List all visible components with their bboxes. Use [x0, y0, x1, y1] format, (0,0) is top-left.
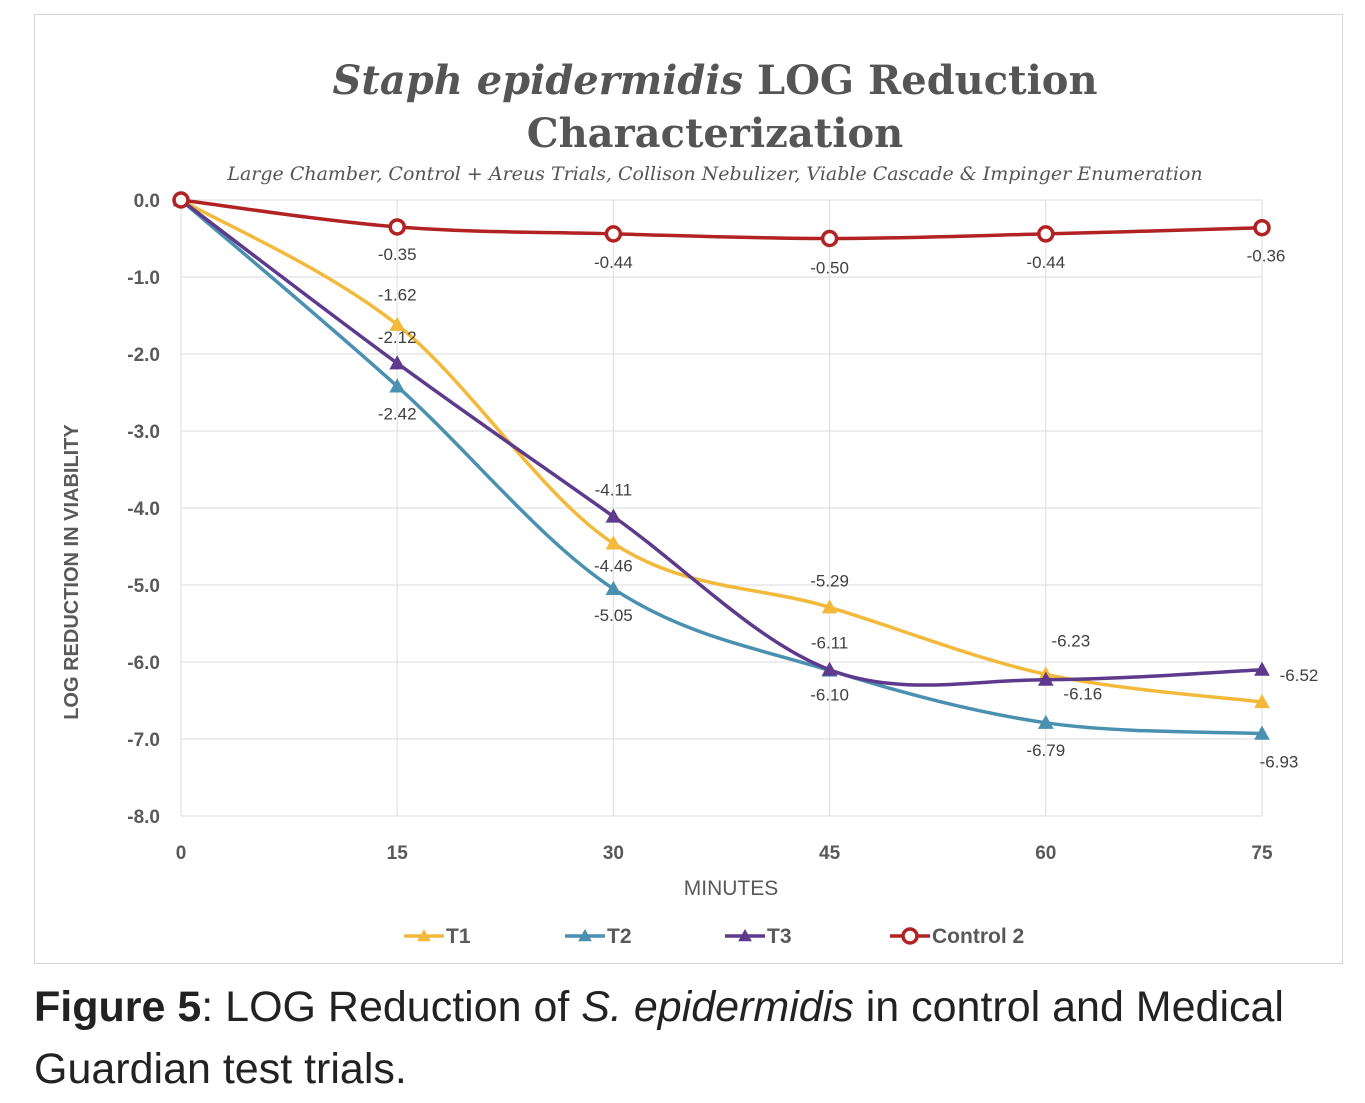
data-label: -4.46	[594, 556, 633, 575]
x-axis-title: MINUTES	[684, 877, 779, 900]
x-tick-label: 15	[387, 843, 409, 864]
legend-marker	[901, 927, 919, 945]
data-point	[389, 378, 406, 393]
legend-item-t2: T2	[565, 925, 632, 948]
series-t2	[173, 191, 1270, 740]
chart-plot: Staph epidermidis LOG Reduction Characte…	[61, 57, 1319, 948]
x-tick-label: 0	[176, 843, 187, 864]
y-tick-label: -7.0	[127, 730, 160, 751]
x-tick-label: 75	[1251, 843, 1273, 864]
data-label: -0.36	[1247, 247, 1286, 266]
legend: T1 T2 T3 Control 2	[404, 925, 1024, 948]
series-line-t1	[179, 198, 1264, 704]
legend-item-control-2: Control 2	[890, 925, 1024, 948]
data-point	[1254, 694, 1270, 709]
data-point	[389, 316, 406, 331]
data-point	[1254, 725, 1270, 740]
y-tick-label: -5.0	[127, 576, 160, 597]
series-layer	[172, 191, 1271, 740]
chart-title-italic: Staph epidermidis	[332, 57, 743, 104]
data-label: -6.93	[1260, 753, 1299, 772]
data-point	[605, 580, 622, 595]
data-point	[1254, 661, 1270, 676]
legend-item-t1: T1	[404, 925, 471, 948]
data-point	[604, 225, 623, 243]
data-point	[821, 599, 838, 614]
series-control-2	[172, 191, 1271, 248]
data-point	[389, 355, 406, 370]
legend-label: Control 2	[932, 925, 1024, 948]
series-line-t2	[179, 198, 1264, 736]
data-point	[1037, 671, 1054, 686]
legend-item-t3: T3	[725, 925, 792, 948]
legend-label: T2	[607, 925, 632, 948]
caption-figure-number: Figure 5	[34, 983, 202, 1031]
y-tick-label: -6.0	[127, 653, 160, 674]
data-label: -4.11	[595, 480, 633, 499]
data-label: -0.44	[594, 253, 633, 272]
data-point	[172, 191, 190, 209]
data-label: -6.79	[1026, 741, 1065, 760]
data-label: -2.12	[378, 328, 417, 347]
x-tick-label: 60	[1035, 843, 1056, 864]
caption-text-part2: in control and Medical Guardian test tri…	[34, 983, 1284, 1093]
data-point	[820, 229, 839, 248]
caption-text-part1: : LOG Reduction of	[201, 983, 582, 1031]
data-label: -0.50	[810, 259, 849, 278]
legend-marker	[578, 928, 592, 942]
data-label: -1.62	[378, 286, 417, 305]
data-label: -6.52	[1280, 666, 1319, 685]
grid-layer	[180, 199, 1263, 817]
data-point	[388, 218, 406, 236]
data-point	[605, 535, 622, 550]
data-label-layer: -1.62 -4.46 -5.29 -6.16 -6.52 -2.42 -5.05 -6.11…	[378, 245, 1319, 772]
y-axis-title: LOG REDUCTION IN VIABILITY	[61, 424, 83, 720]
series-t1	[173, 191, 1270, 709]
data-label: -6.23	[1051, 632, 1090, 651]
series-t3	[173, 191, 1270, 687]
legend-marker	[738, 928, 752, 942]
y-tick-label: -2.0	[127, 345, 160, 366]
y-tick-label: -8.0	[127, 807, 160, 828]
legend-marker	[417, 928, 431, 942]
chart-title-rest: LOG Reduction	[743, 57, 1098, 104]
chart-title-line2: Characterization	[527, 110, 903, 157]
x-tick-label: 30	[603, 843, 624, 864]
data-label: -5.29	[810, 571, 849, 590]
data-label: -6.10	[810, 686, 849, 705]
y-tick-label: -1.0	[127, 268, 160, 289]
caption-species-name: S. epidermidis	[581, 983, 854, 1031]
legend-label: T3	[767, 925, 792, 948]
y-tick-label: -3.0	[127, 422, 160, 443]
data-point	[605, 508, 622, 523]
data-point	[1253, 218, 1271, 237]
figure-caption: Figure 5: LOG Reduction of S. epidermidi…	[34, 976, 1334, 1100]
chart-frame	[34, 14, 1343, 964]
data-label: -0.44	[1026, 253, 1065, 272]
y-tick-label: -4.0	[127, 499, 160, 520]
data-point	[1037, 714, 1054, 729]
series-line-t3	[179, 198, 1264, 687]
axis-layer: 0.0 -1.0 -2.0 -3.0 -4.0 -5.0 -6.0 -7.0 -8.0 0 15 30…	[127, 191, 1273, 864]
x-tick-label: 45	[819, 843, 841, 864]
data-label: -5.05	[594, 606, 633, 625]
data-point	[1037, 225, 1055, 243]
data-point	[821, 661, 838, 676]
chart-title-line1: Staph epidermidis LOG Reduction	[332, 57, 1097, 104]
data-label: -2.42	[378, 404, 417, 423]
legend-label: T1	[446, 925, 471, 948]
data-label: -6.11	[811, 633, 849, 652]
chart-subtitle: Large Chamber, Control + Areus Trials, C…	[226, 163, 1202, 185]
series-line-control-2	[179, 198, 1264, 241]
data-label: -0.35	[378, 245, 417, 264]
y-tick-label: 0.0	[134, 191, 160, 212]
data-label: -6.16	[1063, 684, 1102, 703]
